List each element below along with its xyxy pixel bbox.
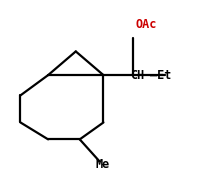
Text: OAc: OAc xyxy=(135,18,156,31)
Text: —Et: —Et xyxy=(150,69,171,82)
Text: Me: Me xyxy=(96,158,110,171)
Text: CH: CH xyxy=(130,69,144,82)
